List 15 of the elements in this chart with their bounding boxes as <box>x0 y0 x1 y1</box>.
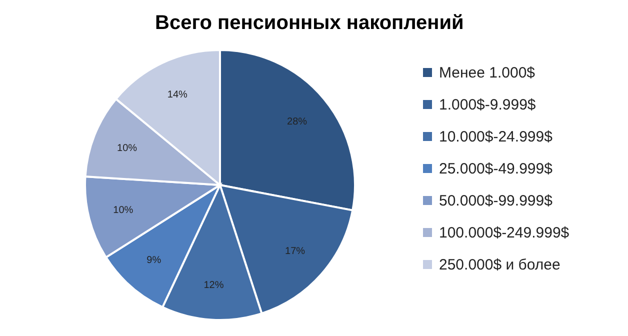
legend-label: 25.000$-49.999$ <box>439 160 554 178</box>
data-label: 17% <box>285 246 306 258</box>
chart-title: Всего пенсионных накоплений <box>155 12 464 34</box>
data-label: 10% <box>113 204 134 216</box>
data-label: 12% <box>204 280 224 291</box>
legend-label: 100.000$-249.999$ <box>439 224 570 242</box>
data-label: 10% <box>117 143 138 154</box>
legend-label: Менее 1.000$ <box>439 64 536 82</box>
data-label: 9% <box>146 255 162 266</box>
legend-label: 1.000$-9.999$ <box>439 96 536 114</box>
data-label: 14% <box>167 90 188 101</box>
data-label: 28% <box>287 116 308 128</box>
legend-label: 10.000$-24.999$ <box>439 128 554 146</box>
legend-label: 250.000$ и более <box>439 256 560 274</box>
legend-label: 50.000$-99.999$ <box>439 192 554 210</box>
